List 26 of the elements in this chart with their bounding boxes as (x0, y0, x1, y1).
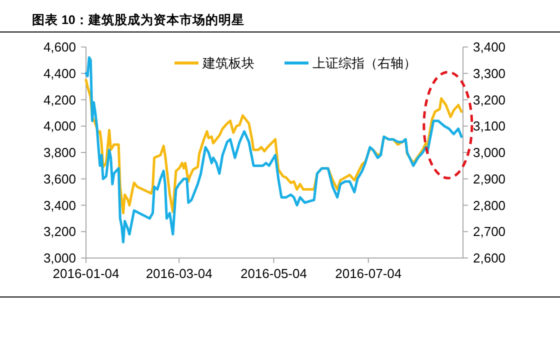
y2-tick-label: 3,400 (473, 40, 506, 54)
y2-tick-label: 3,200 (473, 92, 506, 108)
y2-tick-label: 2,900 (473, 171, 506, 186)
line-series (84, 56, 463, 244)
x-tick-label: 2016-05-04 (240, 266, 307, 281)
legend-label: 上证综指（右轴） (312, 56, 416, 70)
y-tick-label: 3,800 (43, 145, 76, 160)
y-tick-label: 4,400 (43, 66, 76, 81)
y-tick-label: 3,600 (43, 171, 76, 186)
x-tick-label: 2016-01-04 (52, 266, 120, 281)
y-tick-label: 3,000 (43, 250, 76, 266)
x-tick-label: 2016-03-04 (146, 266, 212, 281)
y-tick-label: 4,200 (43, 92, 76, 108)
legend-label: 建筑板块 (202, 56, 254, 70)
y-tick-label: 3,400 (43, 198, 76, 213)
y2-tick-label: 2,700 (473, 224, 506, 240)
y2-tick-label: 2,800 (473, 198, 506, 213)
y2-tick-label: 3,300 (473, 66, 506, 81)
chart-title: 图表 10：建筑股成为资本市场的明星 (32, 12, 244, 27)
y2-tick-label: 2,600 (473, 250, 506, 266)
x-tick-label: 2016-07-04 (335, 266, 402, 281)
y2-tick-label: 3,100 (473, 118, 506, 134)
y-tick-label: 4,600 (43, 40, 76, 54)
y-tick-label: 4,000 (43, 118, 76, 134)
y-tick-label: 3,200 (43, 224, 76, 240)
y2-tick-label: 3,000 (473, 145, 506, 160)
